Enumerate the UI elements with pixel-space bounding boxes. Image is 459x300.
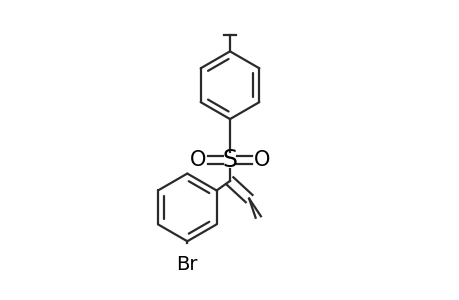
Text: O: O [189,150,205,170]
Text: S: S [222,148,237,172]
Text: Br: Br [176,254,198,274]
Text: O: O [254,150,270,170]
